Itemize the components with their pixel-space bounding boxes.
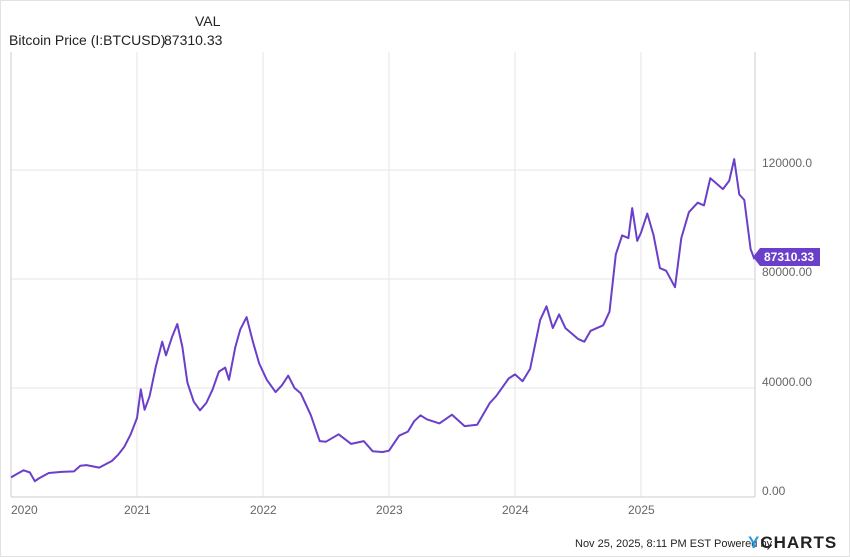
x-tick-label: 2024 <box>502 503 529 517</box>
price-line <box>10 158 756 483</box>
y-tick-label: 80000.00 <box>762 265 813 279</box>
y-tick-label: 120000.0 <box>762 156 813 170</box>
legend-value-header: VAL <box>195 13 221 29</box>
y-tick-label: 40000.00 <box>762 375 813 389</box>
footer-timestamp: Nov 25, 2025, 8:11 PM EST Powered by <box>575 538 773 550</box>
y-tick-label: 0.00 <box>762 484 786 498</box>
legend-series-value: 87310.33 <box>164 32 223 48</box>
ycharts-logo[interactable]: YCHARTS <box>748 533 838 552</box>
x-tick-label: 2022 <box>250 503 277 517</box>
x-tick-label: 2023 <box>376 503 403 517</box>
x-tick-label: 2025 <box>628 503 655 517</box>
x-tick-label: 2020 <box>11 503 38 517</box>
x-tick-label: 2021 <box>124 503 151 517</box>
legend-series-name: Bitcoin Price (I:BTCUSD) <box>9 32 166 48</box>
last-value-tag: 87310.33 <box>752 248 821 266</box>
